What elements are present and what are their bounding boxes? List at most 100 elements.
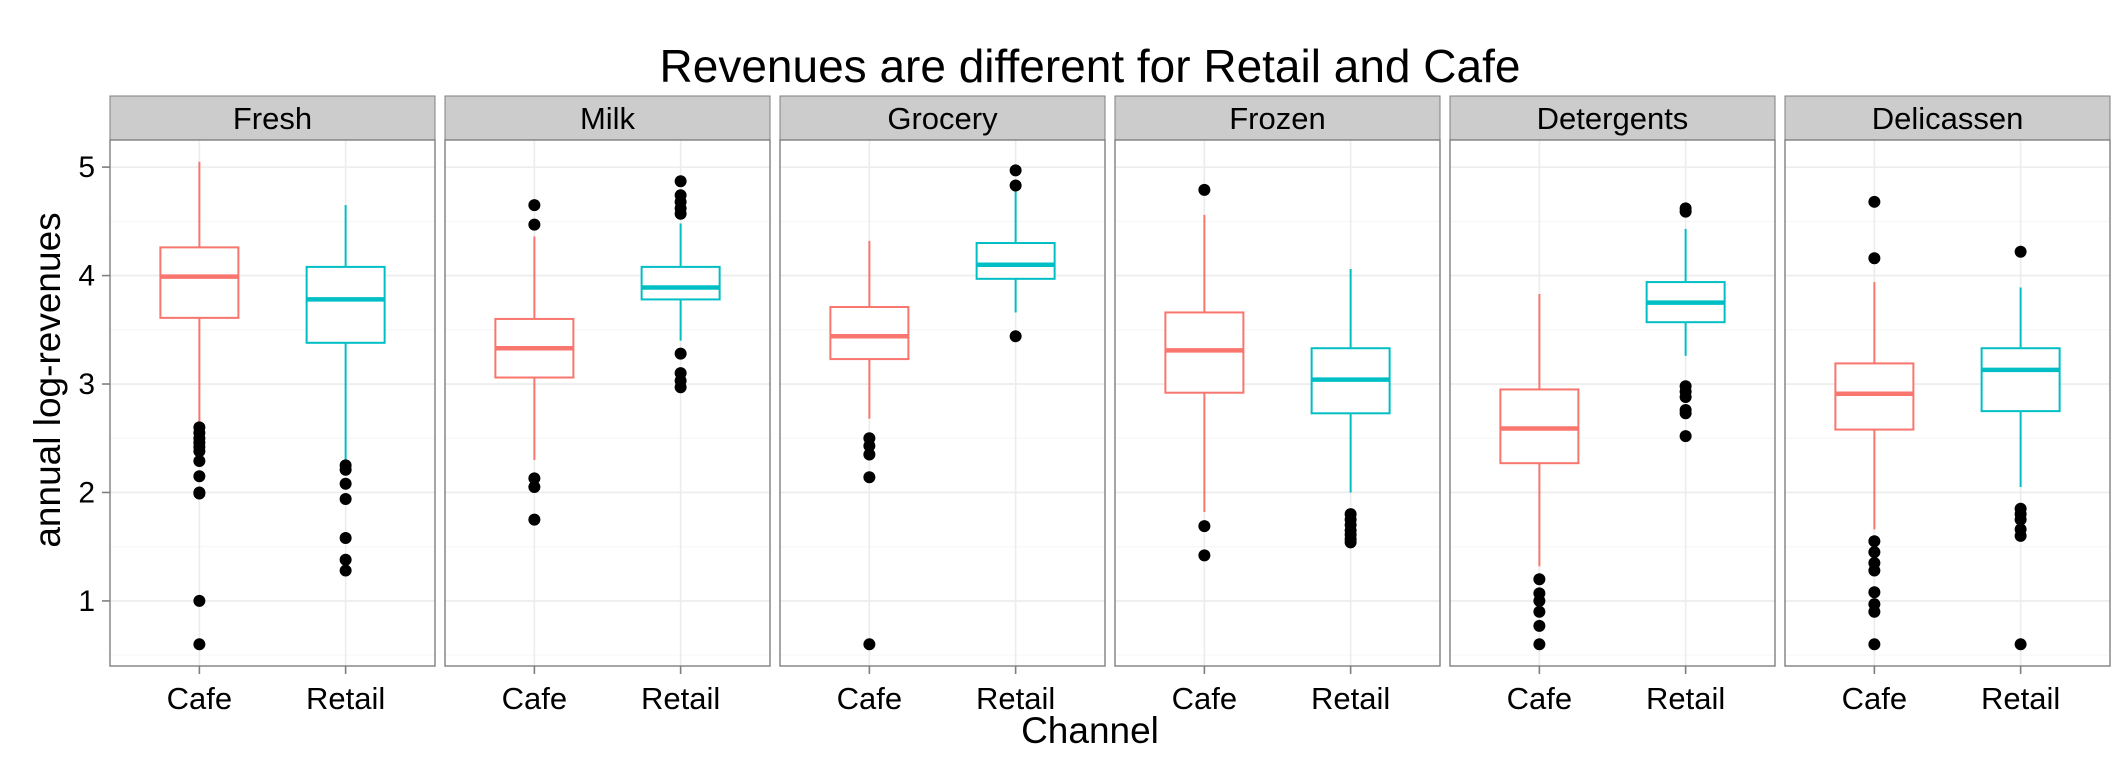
outlier-point [528,218,541,231]
outlier-point [1679,404,1692,417]
outlier-point [528,199,541,212]
x-axis-title: Channel [1021,710,1159,751]
outlier-point [1009,179,1022,192]
outlier-point [1533,587,1546,600]
outlier-point [2014,638,2027,651]
box-iqr [1980,347,2061,413]
x-tick-label: Retail [1646,681,1725,716]
x-tick-label: Cafe [1172,681,1237,716]
outlier-point [1868,535,1881,548]
facet-panels: Fresh Cafe Retail Milk Cafe Retail Grocery Cafe… [109,95,2111,716]
box-cafe [1499,294,1580,651]
x-tick-label: Retail [1311,681,1390,716]
outlier-point [1198,183,1211,196]
facet-panel-frozen: Frozen Cafe Retail [1114,95,1441,716]
outlier-point [863,638,876,651]
facet-panel-delicassen: Delicassen Cafe Retail [1784,95,2111,716]
panel-border [1784,139,2111,667]
box-retail [1980,245,2061,651]
panel-border [444,139,771,667]
outlier-point [339,564,352,577]
outlier-point [1868,195,1881,208]
box-cafe [159,161,240,651]
facet-panel-detergents: Detergents Cafe Retail [1449,95,1776,716]
chart-title: Revenues are different for Retail and Ca… [660,40,1521,92]
facet-strip [779,95,1106,141]
outlier-point [339,459,352,472]
facet-strip-label: Detergents [1537,101,1689,136]
facet-panel-fresh: Fresh Cafe Retail [109,95,436,716]
outlier-point [1868,598,1881,611]
box-retail [305,205,386,577]
y-tick-label: 2 [78,476,95,509]
facet-panel-grocery: Grocery Cafe Retail [779,95,1106,716]
outlier-point [193,455,206,468]
outlier-point [193,486,206,499]
y-tick-label: 1 [78,585,95,618]
facet-strip [1114,95,1441,141]
outlier-point [339,492,352,505]
facet-strip [109,95,436,141]
outlier-point [193,594,206,607]
outlier-point [1868,586,1881,599]
outlier-point [1868,252,1881,265]
outlier-point [863,448,876,461]
panel-background [1785,140,2110,666]
box-cafe [1834,195,1915,651]
outlier-point [1009,164,1022,177]
panel-background [445,140,770,666]
outlier-point [1533,638,1546,651]
facet-strip-label: Fresh [233,101,312,136]
x-tick-label: Cafe [837,681,902,716]
outlier-point [193,470,206,483]
outlier-point [528,472,541,485]
x-tick-label: Cafe [502,681,567,716]
outlier-point [1344,508,1357,521]
facet-panel-milk: Milk Cafe Retail [444,95,771,716]
outlier-point [339,532,352,545]
outlier-point [339,477,352,490]
box-cafe [1164,183,1245,562]
box-iqr [159,246,240,319]
panel-background [780,140,1105,666]
box-cafe [494,199,575,526]
outlier-point [674,347,687,360]
box-retail [975,164,1056,343]
outlier-point [674,367,687,380]
panel-border [779,139,1106,667]
outlier-point [863,432,876,445]
panel-border [1114,139,1441,667]
facet-strip-label: Frozen [1229,101,1325,136]
y-tick-label: 3 [78,368,95,401]
outlier-point [1198,520,1211,533]
box-iqr [640,265,721,301]
box-iqr [1834,362,1915,431]
outlier-point [1679,430,1692,443]
box-iqr [975,242,1056,280]
outlier-point [2014,523,2027,536]
outlier-point [339,553,352,566]
outlier-point [1679,202,1692,215]
facet-strip-label: Grocery [887,101,998,136]
outlier-point [1868,638,1881,651]
x-tick-label: Retail [1981,681,2060,716]
x-tick-label: Retail [641,681,720,716]
outlier-point [1679,380,1692,393]
box-retail [640,175,721,394]
outlier-point [528,481,541,494]
box-retail [1645,202,1726,443]
y-axis: 1 2 3 4 5 [78,151,110,618]
outlier-point [193,421,206,434]
panel-background [1450,140,1775,666]
outlier-point [674,175,687,188]
facet-strip-label: Delicassen [1872,101,2024,136]
outlier-point [1868,556,1881,569]
outlier-point [1009,330,1022,343]
x-tick-label: Cafe [1842,681,1907,716]
x-tick-label: Cafe [1507,681,1572,716]
outlier-point [1533,619,1546,632]
y-axis-title: annual log-revenues [27,212,68,547]
outlier-point [674,189,687,202]
outlier-point [1198,549,1211,562]
